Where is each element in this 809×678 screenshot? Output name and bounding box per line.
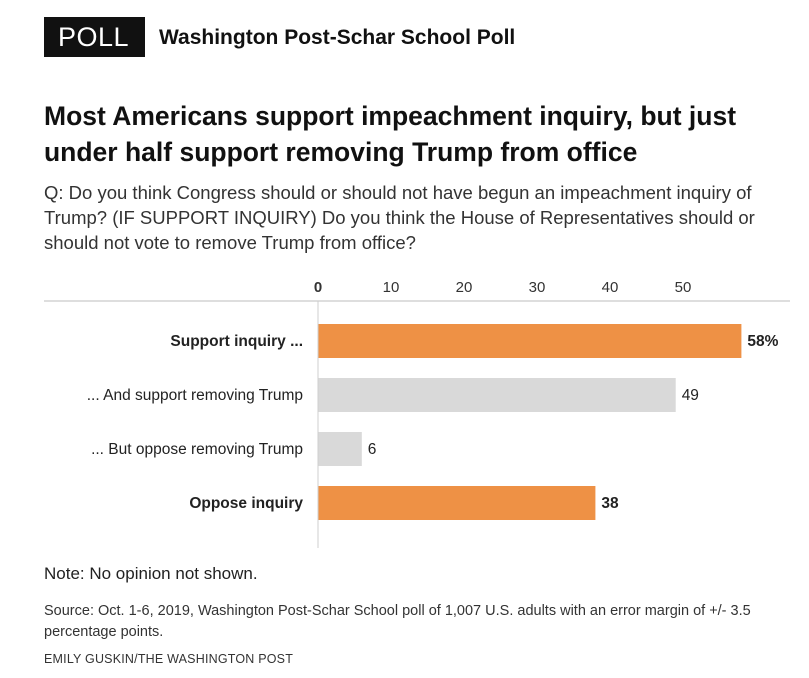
- poll-name: Washington Post-Schar School Poll: [159, 26, 516, 49]
- chart-title: Most Americans support impeachment inqui…: [44, 101, 737, 167]
- category-label: ... And support removing Trump: [87, 387, 303, 404]
- value-label: 38: [601, 495, 619, 512]
- chart-credit: EMILY GUSKIN/THE WASHINGTON POST: [44, 652, 294, 666]
- value-label: 6: [368, 441, 377, 458]
- x-tick-label: 40: [602, 279, 619, 296]
- category-label: Oppose inquiry: [189, 495, 303, 512]
- category-label: Support inquiry ...: [170, 333, 303, 350]
- poll-badge: POLL: [44, 17, 146, 57]
- x-tick-label: 30: [529, 279, 546, 296]
- value-label: 49: [682, 387, 699, 404]
- x-tick-label: 50: [675, 279, 692, 296]
- bar: [318, 432, 362, 466]
- x-axis-ticks: 0 10 20 30 40 50: [314, 279, 692, 296]
- bar: [318, 486, 596, 520]
- x-tick-label: 0: [314, 279, 322, 296]
- bar: [318, 324, 742, 358]
- chart-source: Source: Oct. 1-6, 2019, Washington Post-…: [44, 603, 751, 640]
- bars: Support inquiry ... 58% ... And support re…: [87, 324, 779, 520]
- bar-chart: 0 10 20 30 40 50 Support inquiry ... 58% ... An…: [44, 279, 790, 548]
- category-label: ... But oppose removing Trump: [91, 441, 303, 458]
- x-tick-label: 10: [383, 279, 400, 296]
- value-label: 58%: [747, 333, 778, 350]
- survey-question: Q: Do you think Congress should or shoul…: [44, 182, 755, 253]
- bar: [318, 378, 676, 412]
- x-tick-label: 20: [456, 279, 473, 296]
- chart-note: Note: No opinion not shown.: [44, 564, 258, 583]
